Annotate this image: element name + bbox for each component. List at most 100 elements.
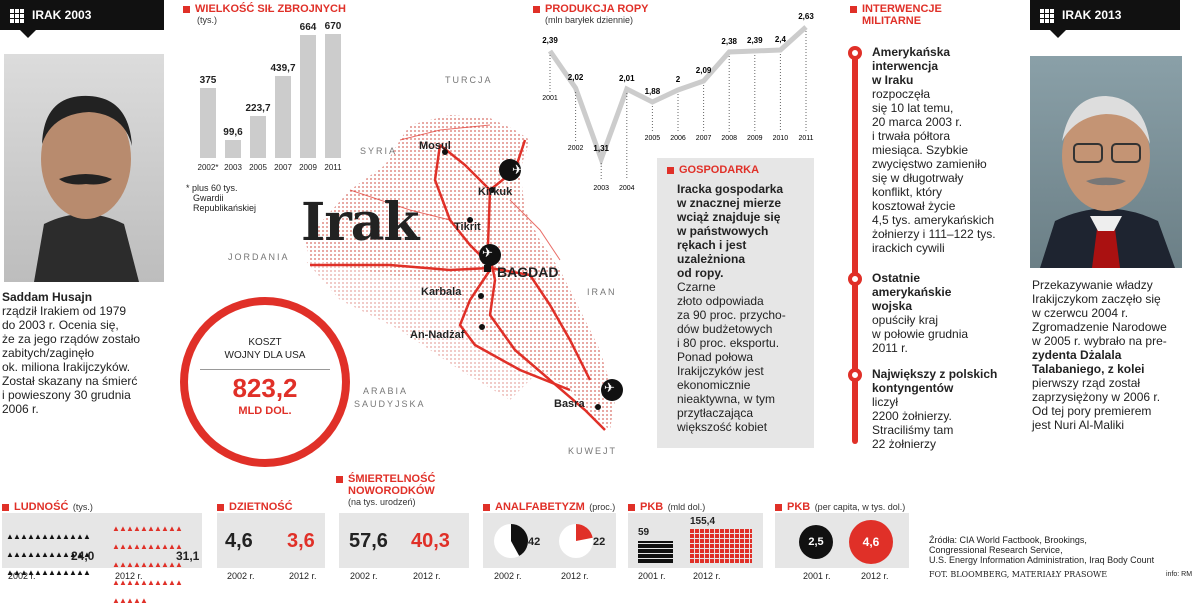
oil-value-label: 2 (676, 75, 681, 84)
person-icon: ▲ (133, 578, 141, 587)
population-panel: ▲▲▲▲▲▲▲▲▲▲▲▲▲▲▲▲▲▲▲▲▲▲▲▲▲▲▲▲▲▲▲▲▲▲▲▲ 24,… (2, 513, 202, 605)
text-line: w państwowych (677, 224, 769, 238)
country-kuwejt: KUWEJT (568, 446, 617, 456)
person-icon: ▲ (6, 550, 14, 559)
army-bar-label: 670 (324, 20, 342, 32)
army-chart: 375 2002* 99,6 2003 223,7 2005 439,7 2007 664 200… (196, 20, 356, 172)
city-basra: Basra (554, 398, 585, 410)
country-syria: SYRIA (360, 146, 398, 156)
grid-icon (1040, 8, 1054, 23)
person-icon: ▲ (13, 550, 21, 559)
text-line: i trwała półtora (872, 129, 951, 143)
oil-value-label: 2,01 (619, 74, 635, 83)
fertility-2002-value: 4,6 (225, 530, 253, 552)
person-icon: ▲ (133, 596, 141, 605)
sources: Źródła: CIA World Factbook, Brookings, C… (929, 535, 1155, 565)
person-icon: ▲ (48, 532, 56, 541)
pie-slice (511, 524, 529, 556)
text-line: w Iraku (872, 73, 914, 87)
person-icon: ▲ (161, 524, 169, 533)
person-icon: ▲ (76, 568, 84, 577)
army-footnote: * plus 60 tys. Gwardii Republikańskiej (186, 183, 257, 213)
text-line: uzależniona (677, 252, 746, 266)
infant-header: ŚMIERTELNOŚĆ NOWORODKÓW (na tys. urodzeń… (336, 473, 435, 507)
person-icon: ▲ (154, 560, 162, 569)
cost-value: 823,2 (232, 373, 298, 403)
person-icon: ▲ (34, 568, 42, 577)
text-line: 2011 r. (872, 341, 908, 355)
person-icon: ▲ (133, 560, 141, 569)
person-icon: ▲ (119, 542, 127, 551)
cost-unit: MLD DOL. (238, 405, 292, 417)
photo-credit: FOT. BLOOMBERG, MATERIAŁY PRASOWE (929, 570, 1108, 579)
person-icon: ▲ (55, 568, 63, 577)
text-line: zaprzysiężony w 2006 r. (1032, 390, 1161, 404)
text-line: Straciliśmy tam (872, 423, 954, 437)
person-icon: ▲ (62, 568, 70, 577)
person-icon: ▲ (147, 542, 155, 551)
map-title: Irak (301, 192, 419, 253)
text-line: w 2005 r. wybrało na pre- (1032, 334, 1167, 348)
gdp-header: PKB (mld dol.) (628, 497, 705, 515)
army-bar (275, 76, 291, 158)
saddam-name: Saddam Husajn (2, 290, 93, 304)
oil-year-label: 2007 (696, 135, 712, 142)
infant-2012-value: 40,3 (411, 530, 450, 552)
population-2012-value: 31,1 (176, 549, 200, 563)
irak-2003-tag: IRAK 2003 (0, 0, 164, 38)
fertility-header: DZIETNOŚĆ (217, 497, 293, 515)
text-line: jest Nuri Al-Maliki (1032, 418, 1125, 432)
oil-chart-header: PRODUKCJA ROPY (mln baryłek dziennie) (533, 3, 649, 25)
text-line: zydenta Dżalala (1032, 348, 1122, 362)
country-arabia: ARABIA (363, 386, 409, 396)
person-icon: ▲ (154, 542, 162, 551)
oil-year-label: 2011 (798, 135, 813, 142)
text-line: do 2003 r. Ocenia się, (2, 318, 119, 332)
person-icon: ▲ (112, 524, 120, 533)
person-icon: ▲ (41, 532, 49, 541)
text-line: za 90 proc. przycho- (677, 308, 786, 322)
oil-year-label: 2003 (593, 185, 609, 192)
person-icon: ▲ (126, 596, 134, 605)
person-icon: ▲ (126, 560, 134, 569)
saddam-portrait (4, 54, 164, 282)
person-icon: ▲ (27, 550, 35, 559)
text-line: Ponad połowa (677, 350, 754, 364)
text-line: się 10 lat temu, (872, 101, 954, 115)
population-2002-value: 24,0 (71, 549, 95, 563)
cost-circle: KOSZT WOJNY DLA USA 823,2 MLD DOL. (180, 297, 350, 467)
army-bar-label: 439,7 (270, 63, 296, 75)
text-line: się w długotrwały (872, 171, 964, 185)
timeline-dot-1 (848, 46, 862, 60)
country-saudyjska: SAUDYJSKA (354, 399, 426, 409)
city-tikrit: Tikrit (454, 221, 481, 233)
illiteracy-2002-value: 42 (528, 536, 541, 548)
illiteracy-2012-value: 22 (593, 536, 606, 548)
person-icon: ▲ (126, 542, 134, 551)
text-line: Irakijczykom zaczęło się (1032, 292, 1161, 306)
person-icon: ▲ (41, 550, 49, 559)
saddam-description: rządził Irakiem od 1979 do 2003 r. Ocenia… (2, 304, 172, 416)
army-bar-label: 99,6 (223, 126, 243, 138)
gdp-panel: 59 155,4 (628, 513, 763, 568)
army-x-label: 2007 (274, 163, 292, 172)
person-icon: ▲ (154, 578, 162, 587)
person-icon: ▲ (175, 560, 183, 569)
person-icon: ▲ (161, 560, 169, 569)
info-credit: info: RM (1166, 571, 1193, 578)
person-icon: ▲ (168, 560, 176, 569)
text-line: wciąż znajduje się (677, 210, 781, 224)
person-icon: ▲ (126, 524, 134, 533)
country-turcja: TURCJA (445, 75, 493, 85)
text-line: ekonomicznie (677, 378, 751, 392)
person-icon: ▲ (175, 542, 183, 551)
text-line: amerykańskie (872, 285, 952, 299)
army-title: WIELKOŚĆ SIŁ ZBROJNYCH (195, 3, 346, 15)
gdp-2012-value: 155,4 (690, 516, 716, 527)
economy-box: GOSPODARKA Iracka gospodarka w znacznej m… (657, 158, 814, 448)
army-unit: (tys.) (197, 15, 217, 25)
oil-value-label: 2,02 (568, 73, 584, 82)
text-line: przytłaczająca (677, 406, 754, 420)
economy-title: GOSPODARKA (679, 164, 760, 176)
illiteracy-panel: 42 22 (483, 513, 616, 568)
